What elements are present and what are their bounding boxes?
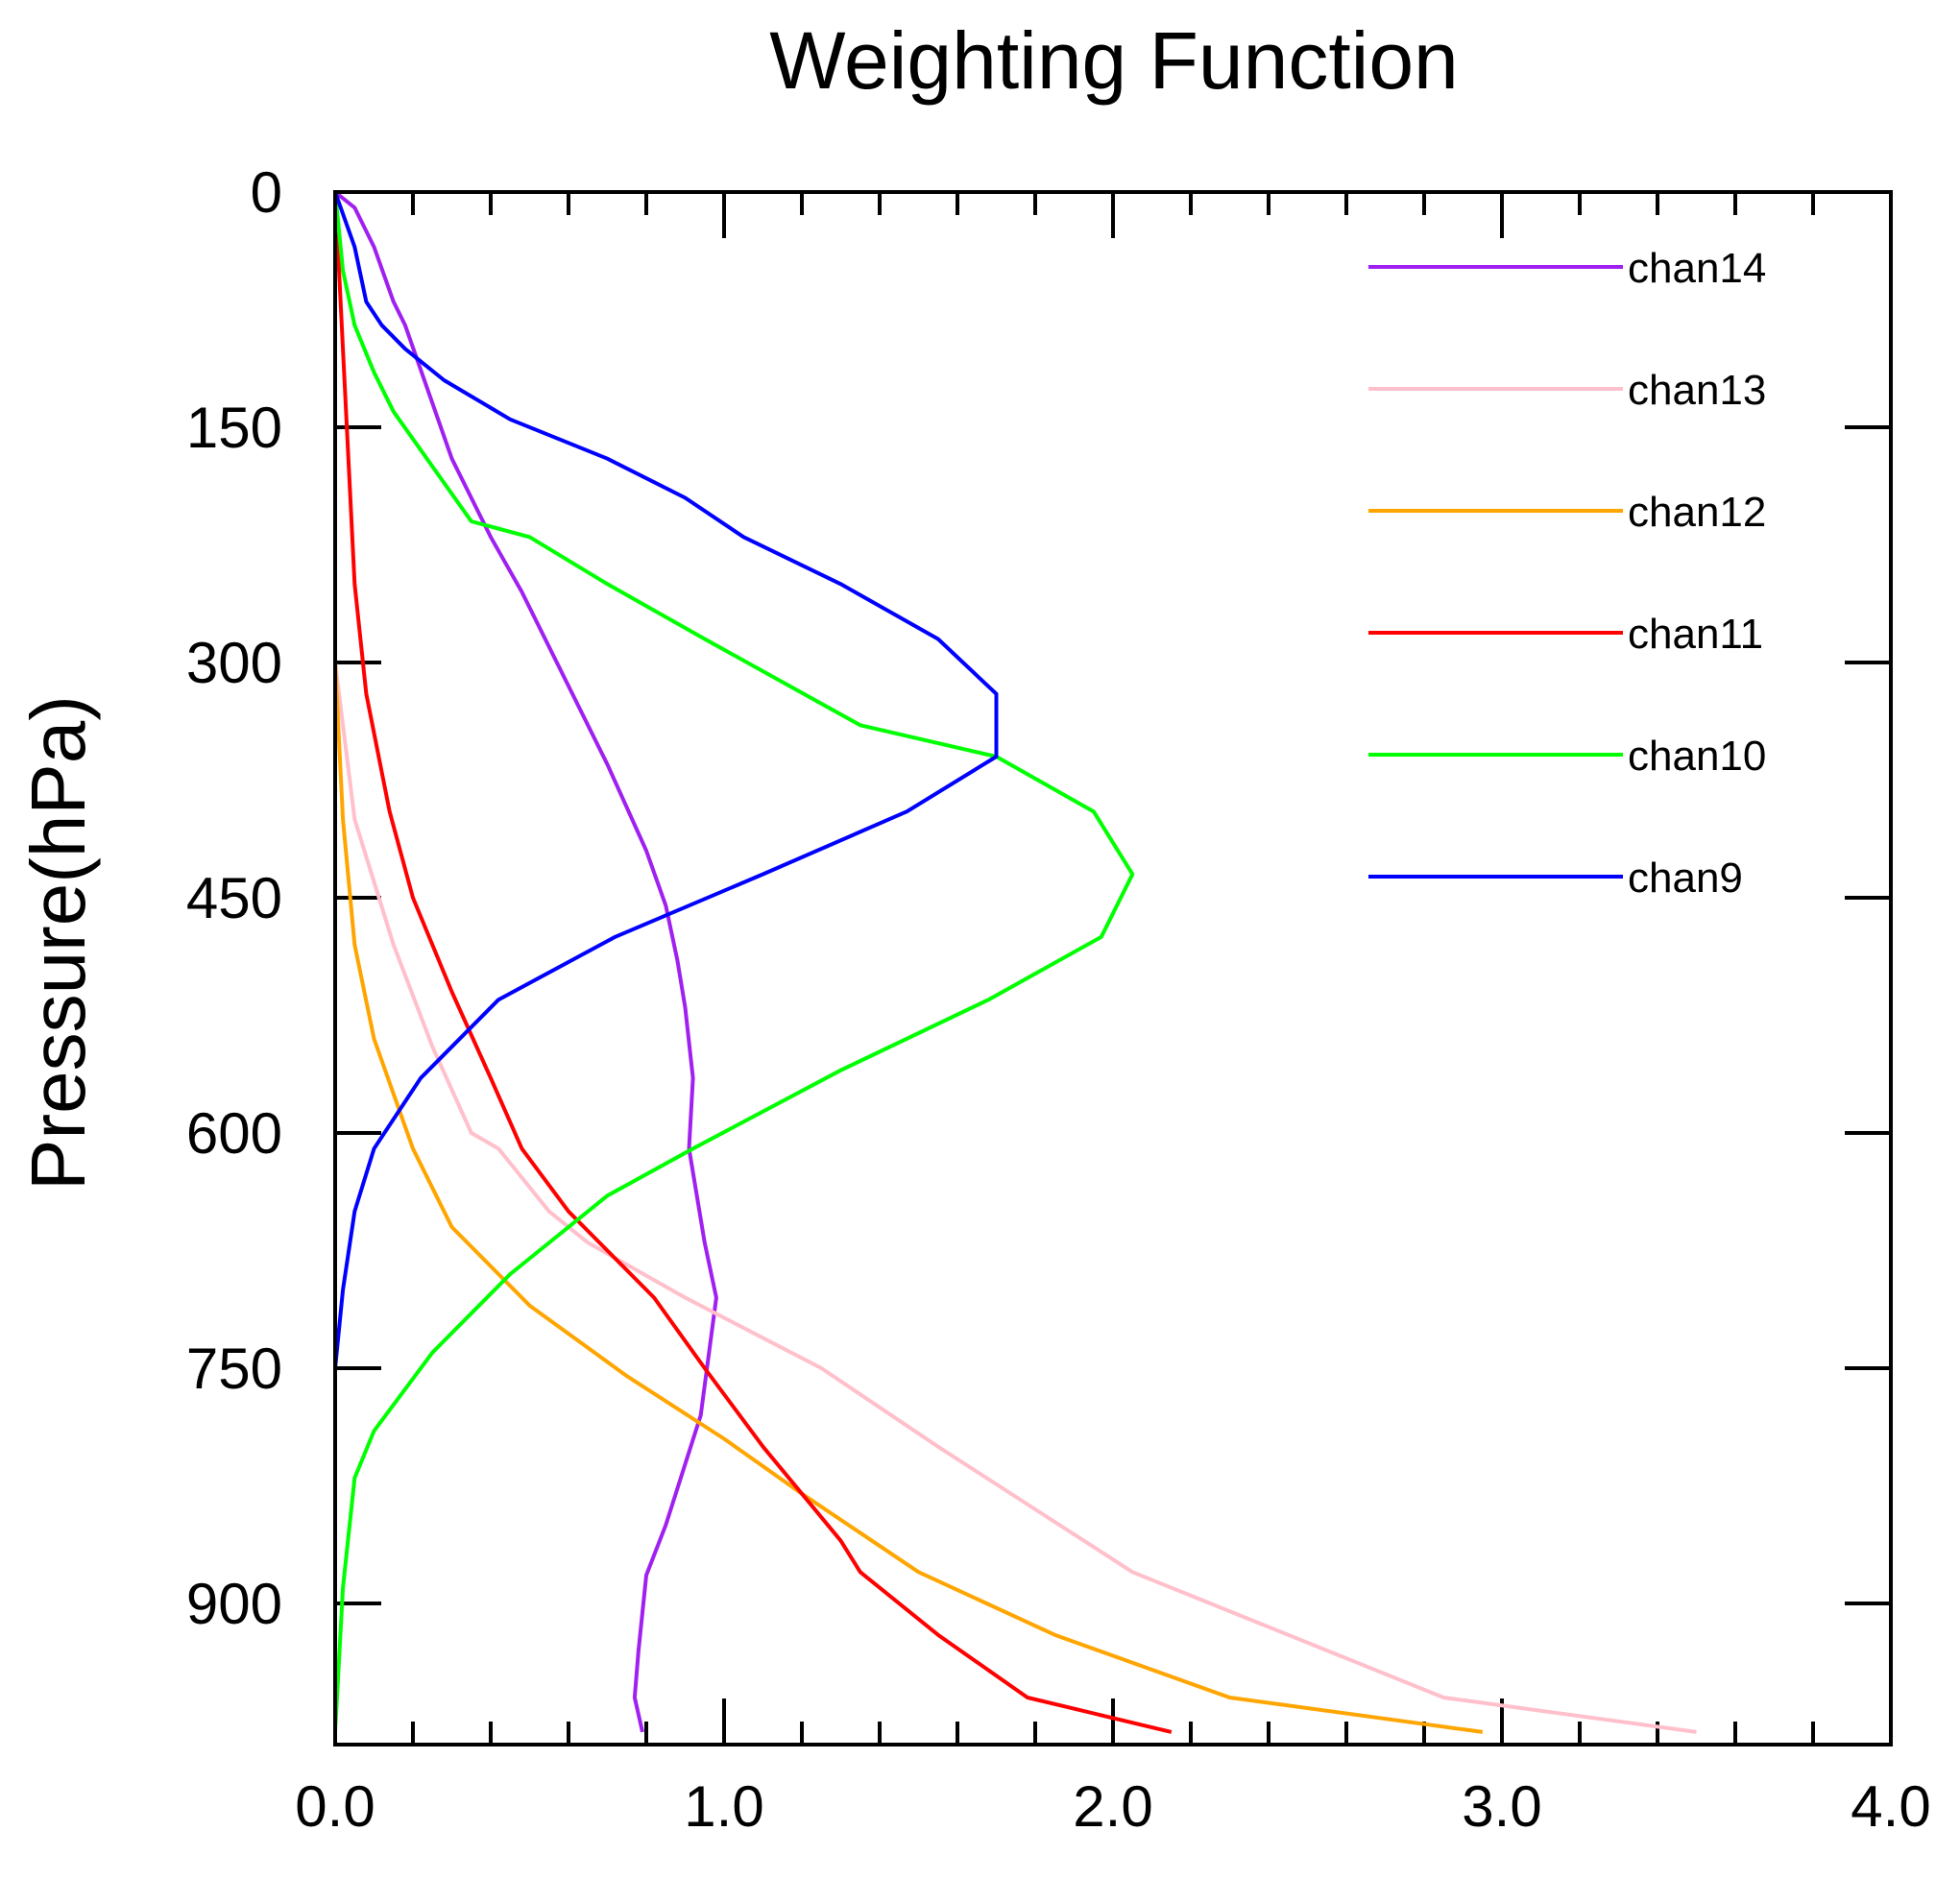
y-tick-label: 300: [186, 631, 282, 695]
series-line-chan11: [333, 191, 1173, 1734]
y-tick-label: 750: [186, 1337, 282, 1401]
y-axis-label: Pressure(hPa): [15, 695, 101, 1191]
x-tick-label: 2.0: [1073, 1774, 1152, 1839]
y-tick-label: 450: [186, 866, 282, 930]
y-tick-label: 900: [186, 1572, 282, 1636]
x-tick-label: 0.0: [295, 1774, 375, 1839]
legend-label-chan11: chan11: [1628, 611, 1763, 658]
series-line-chan9: [333, 191, 999, 1732]
x-tick-label: 1.0: [684, 1774, 763, 1839]
series-line-chan12: [333, 192, 1484, 1734]
y-tick-label: 600: [186, 1101, 282, 1166]
legend-label-chan10: chan10: [1628, 733, 1766, 780]
series-line-chan14: [333, 190, 718, 1733]
axis-ticks: 0.0 1.0 2.0 3.0 4.0 0 150 300 450 600 750 900: [186, 160, 1931, 1839]
legend-label-chan12: chan12: [1628, 489, 1766, 536]
series-line-chan13: [333, 192, 1697, 1734]
plot-frame: [333, 190, 1893, 1747]
legend-label-chan13: chan13: [1628, 367, 1766, 414]
series-line-chan10: [333, 191, 1135, 1733]
legend-label-chan9: chan9: [1628, 855, 1743, 902]
x-tick-label: 3.0: [1462, 1774, 1541, 1839]
legend-label-chan14: chan14: [1628, 245, 1766, 292]
chart-title: Weighting Function: [769, 15, 1459, 106]
y-tick-label: 150: [186, 396, 282, 460]
series-group: [333, 190, 1697, 1734]
x-tick-label: 4.0: [1851, 1774, 1930, 1839]
legend: chan14 chan13 chan12 chan11 chan10 chan9: [1368, 245, 1766, 902]
y-tick-label: 0: [251, 160, 282, 225]
